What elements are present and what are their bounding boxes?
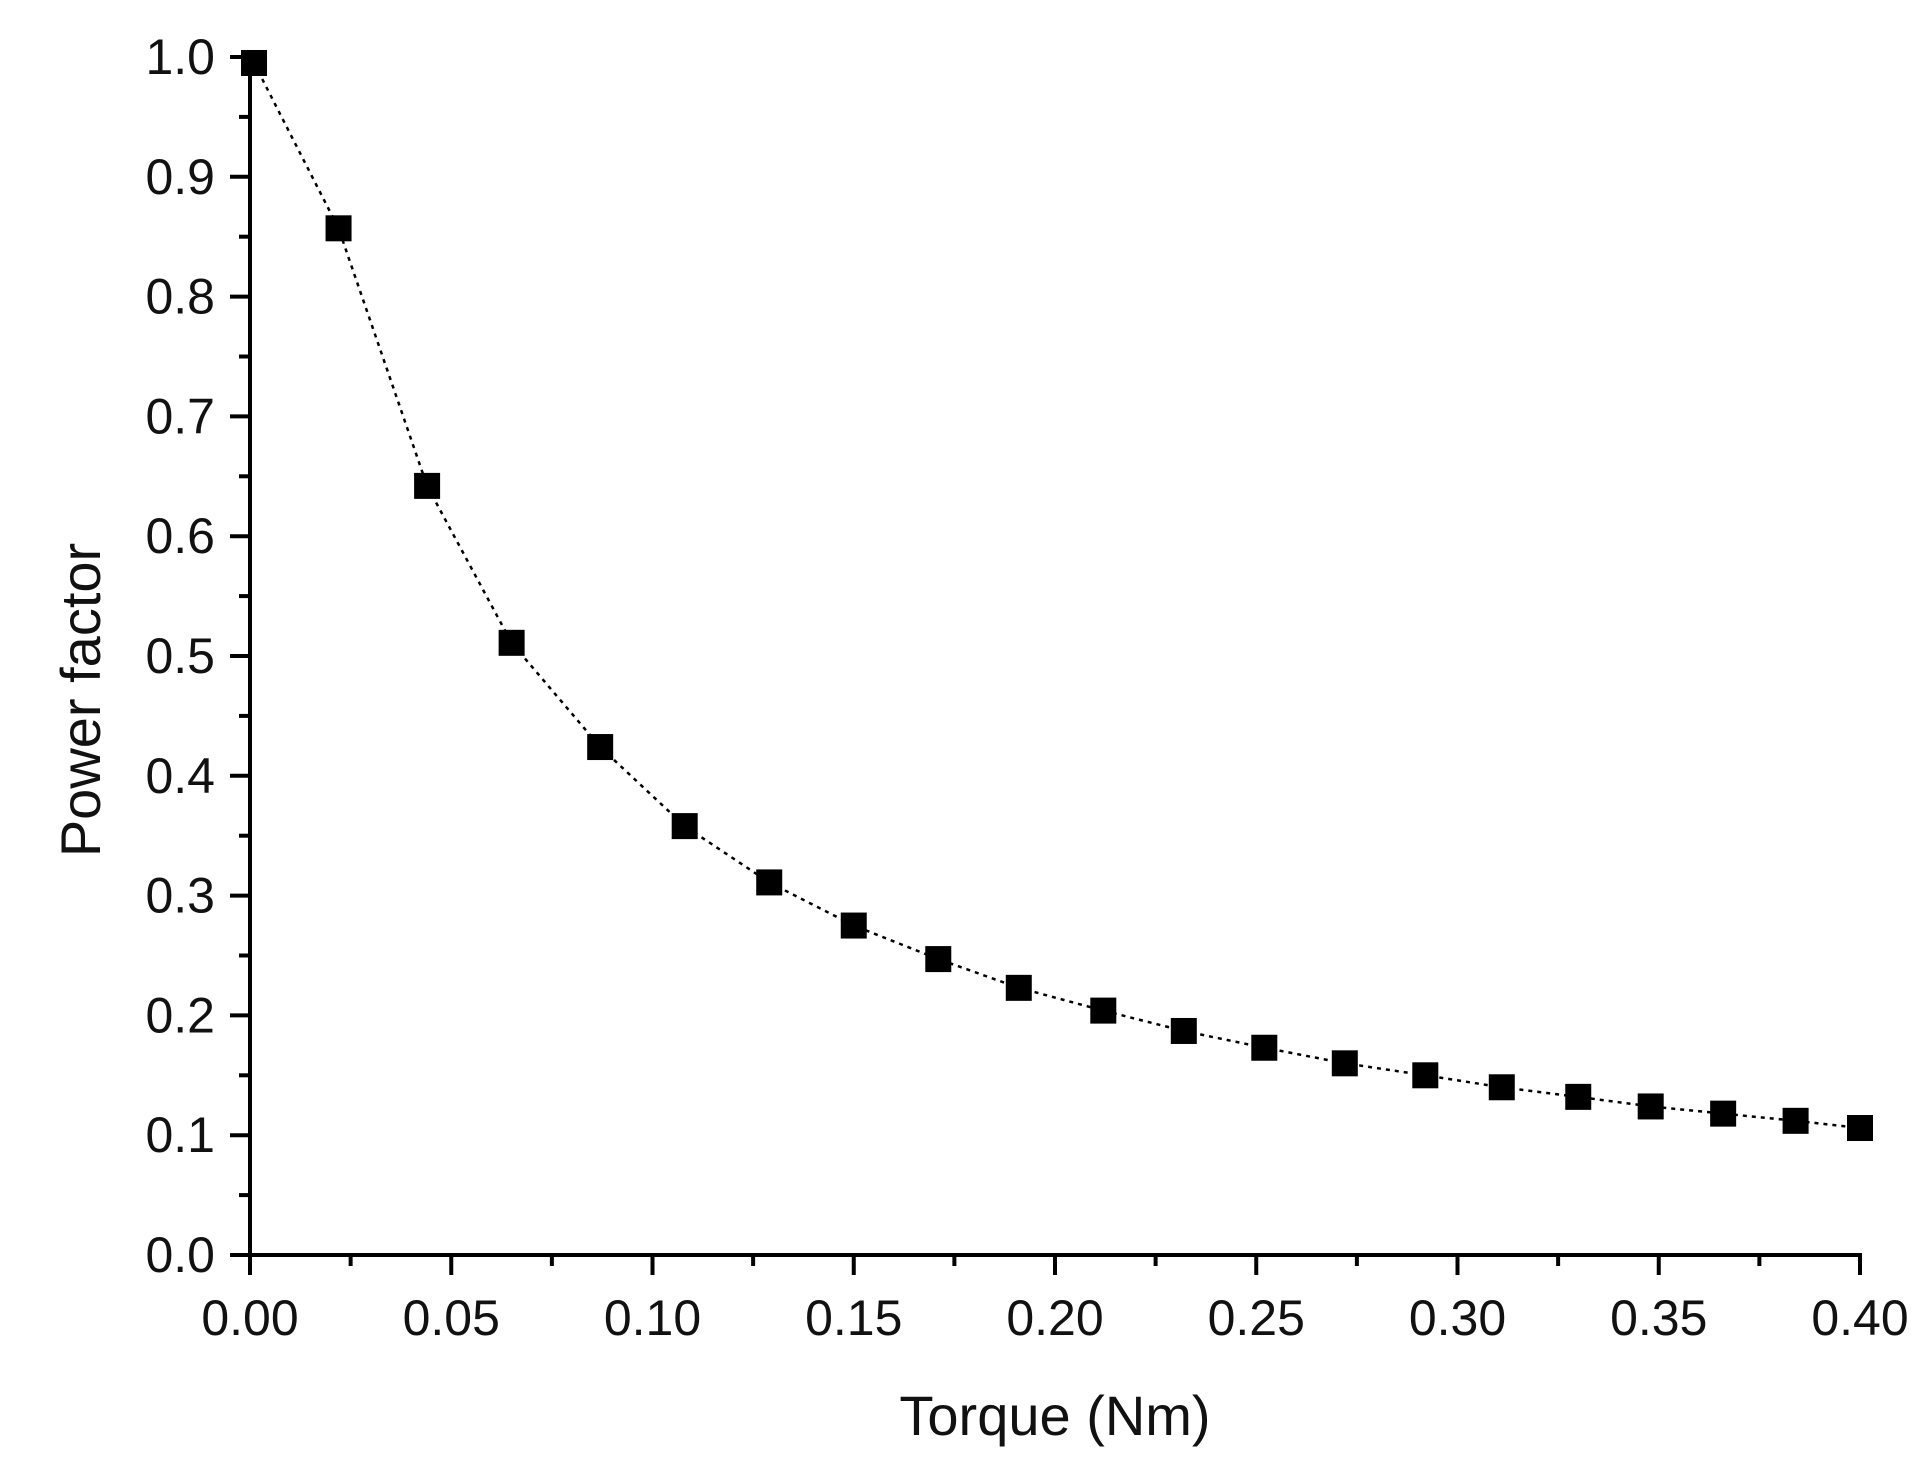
data-point (1710, 1100, 1737, 1127)
x-tick-label: 0.25 (1208, 1290, 1305, 1346)
y-tick-label: 0.1 (145, 1107, 215, 1163)
data-point (1251, 1034, 1278, 1061)
data-point (671, 813, 698, 840)
y-tick-label: 0.4 (145, 748, 215, 804)
x-tick-label: 0.40 (1811, 1290, 1908, 1346)
x-axis-title: Torque (Nm) (899, 1384, 1210, 1447)
data-point (1005, 974, 1032, 1001)
data-point (414, 472, 441, 499)
data-point (925, 946, 952, 973)
y-tick-label: 0.5 (145, 628, 215, 684)
data-point (1331, 1050, 1358, 1077)
data-point (1090, 997, 1117, 1024)
data-point (1637, 1093, 1664, 1120)
axes (248, 53, 1862, 1257)
y-tick-label: 0.9 (145, 149, 215, 205)
x-tick-label: 0.15 (805, 1290, 902, 1346)
y-tick-label: 0.7 (145, 388, 215, 444)
data-point (1847, 1115, 1873, 1142)
x-tick-label: 0.35 (1610, 1290, 1707, 1346)
data-point (241, 49, 268, 76)
data-point (1170, 1017, 1197, 1044)
y-tick-label: 0.6 (145, 508, 215, 564)
series-line (252, 62, 1861, 1130)
y-tick-label: 0.0 (145, 1227, 215, 1283)
y-tick-label: 0.8 (145, 269, 215, 325)
x-tick-label: 0.20 (1006, 1290, 1103, 1346)
y-tick-label: 1.0 (145, 29, 215, 85)
data-point (325, 215, 352, 242)
data-point (1412, 1062, 1439, 1089)
data-point (587, 734, 614, 761)
x-tick-label: 0.30 (1409, 1290, 1506, 1346)
x-tick-label: 0.05 (403, 1290, 500, 1346)
x-tick-label: 0.10 (604, 1290, 701, 1346)
y-axis-title: Power factor (49, 543, 112, 857)
data-point (756, 869, 783, 896)
data-point (1565, 1083, 1592, 1110)
y-axis-ticks: 0.0 0.1 0.2 0.3 0.4 0.5 0.6 0.7 0.8 0.9 1.0 (145, 29, 250, 1283)
data-point (840, 912, 867, 939)
data-point (1782, 1107, 1809, 1134)
y-tick-label: 0.2 (145, 987, 215, 1043)
x-axis-ticks: 0.00 0.05 0.10 0.15 0.20 0.25 0.30 0.35 0.40 (201, 1255, 1909, 1346)
data-point (498, 629, 525, 656)
x-tick-label: 0.00 (201, 1290, 298, 1346)
data-point (1488, 1074, 1515, 1101)
y-tick-label: 0.3 (145, 868, 215, 924)
data-series (241, 49, 1873, 1142)
